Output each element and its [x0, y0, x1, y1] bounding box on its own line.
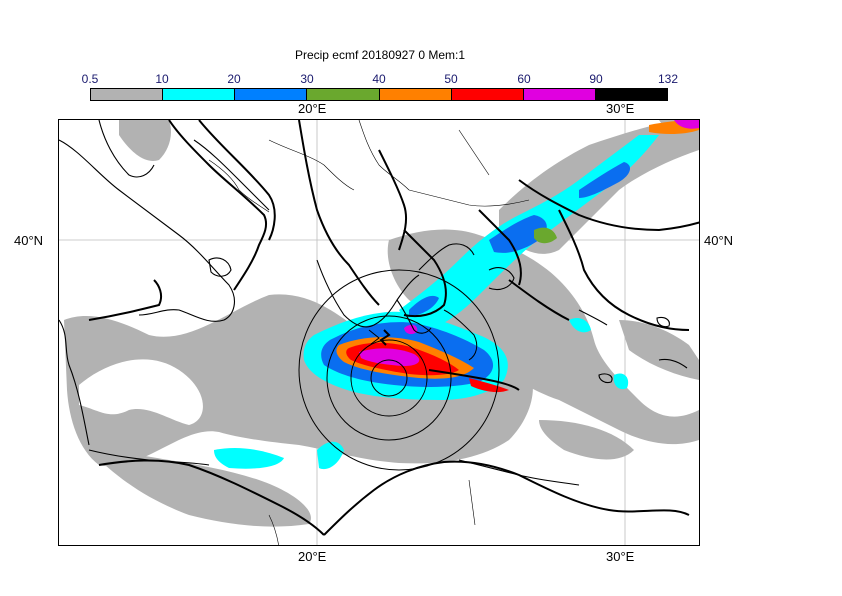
colorbar-segment-green — [307, 89, 380, 100]
contour-9 — [518, 179, 699, 232]
blue-band-patch-2 — [579, 162, 631, 198]
contour-11 — [98, 459, 325, 536]
precip-map — [59, 120, 699, 545]
contour-1 — [88, 279, 163, 321]
border-5 — [458, 129, 490, 176]
cyan-patch-south — [214, 447, 284, 469]
colorbar-segment-orange — [379, 89, 452, 100]
grey-patch-southeast — [539, 420, 634, 460]
coast-greece-west — [316, 259, 420, 328]
coast-east — [658, 358, 688, 369]
coastlines — [59, 120, 688, 486]
red-patch-east — [469, 378, 509, 393]
cyclone-rings — [298, 269, 500, 471]
magenta-patch-corner — [674, 120, 699, 129]
coast-island-2 — [656, 316, 670, 328]
colorbar-segment-black — [595, 89, 667, 100]
clear-gap — [79, 359, 203, 425]
colorbar-tick-0: 0.5 — [81, 72, 99, 86]
contour-7 — [478, 209, 522, 286]
border-africa-2 — [468, 479, 476, 526]
contour-6 — [403, 229, 447, 318]
lat-label-left-40n: 40°N — [14, 233, 44, 248]
green-patch — [534, 227, 557, 244]
colorbar-segment-red — [451, 89, 524, 100]
cyclone-ring-large — [298, 269, 500, 471]
coast-italy-east — [59, 139, 235, 322]
coast-italy-south — [59, 319, 90, 446]
pressure-contours — [88, 120, 699, 536]
coast-aegean-island — [488, 267, 515, 291]
cyclone-ring-middle — [350, 339, 428, 417]
contour-13 — [428, 369, 520, 391]
contour-3 — [198, 120, 276, 241]
colorbar-tick-7: 90 — [589, 72, 603, 86]
colorbar — [90, 88, 668, 101]
border-3 — [358, 120, 410, 191]
contour-10 — [508, 279, 570, 321]
colorbar-segment-magenta — [523, 89, 596, 100]
blue-band-patch — [489, 215, 547, 253]
cyclone-ring-outer — [326, 315, 452, 441]
colorbar-segment-light-grey — [91, 89, 164, 100]
magenta-patch-north — [404, 324, 418, 335]
border-2 — [268, 139, 355, 191]
detail-contour-1 — [443, 309, 478, 361]
colorbar-tick-5: 50 — [444, 72, 458, 86]
contour-8 — [558, 209, 690, 331]
contour-14 — [379, 329, 391, 346]
colorbar-tick-8: 132 — [657, 72, 679, 86]
border-4 — [408, 189, 530, 207]
contour-12 — [323, 460, 690, 536]
cyclone-ring-inner — [370, 359, 408, 397]
colorbar-tick-2: 20 — [227, 72, 241, 86]
colorbar-tick-4: 40 — [372, 72, 386, 86]
coast-island-3 — [598, 373, 613, 384]
border-1 — [208, 159, 270, 213]
lon-label-top-20e: 20°E — [298, 101, 327, 116]
lat-label-right-40n: 40°N — [704, 233, 734, 248]
colorbar-tick-6: 60 — [517, 72, 531, 86]
contour-2 — [168, 120, 268, 291]
coast-aegean-north — [418, 243, 475, 271]
cyan-patch-east-2 — [613, 373, 629, 390]
contour-4 — [298, 120, 380, 306]
coast-peloponnese — [396, 299, 432, 334]
lon-label-bottom-30e: 30°E — [606, 549, 635, 564]
grey-patch-east — [619, 320, 699, 380]
lon-label-top-30e: 30°E — [606, 101, 635, 116]
map-panel — [58, 119, 700, 546]
colorbar-segment-blue — [235, 89, 308, 100]
country-borders — [208, 120, 530, 545]
grey-blob-south — [64, 294, 533, 467]
lon-label-bottom-20e: 20°E — [298, 549, 327, 564]
coast-adriatic — [193, 139, 270, 211]
grey-blob-southwest — [89, 450, 311, 527]
coast-island-1 — [208, 257, 232, 277]
grey-patch-north — [119, 120, 171, 161]
detail-contour-2 — [368, 329, 380, 345]
detail-contours — [368, 309, 478, 361]
border-africa-1 — [268, 514, 279, 545]
coast-turkey — [578, 309, 608, 326]
blue-patch-north — [409, 295, 439, 316]
contour-5 — [378, 149, 408, 251]
cyan-patch-east — [569, 318, 591, 333]
colorbar-tick-1: 10 — [155, 72, 169, 86]
colorbar-tick-3: 30 — [300, 72, 314, 86]
colorbar-segment-cyan — [163, 89, 236, 100]
magenta-core — [359, 348, 420, 366]
coast-north — [98, 120, 155, 178]
map-title: Precip ecmf 20180927 0 Mem:1 — [294, 48, 466, 62]
